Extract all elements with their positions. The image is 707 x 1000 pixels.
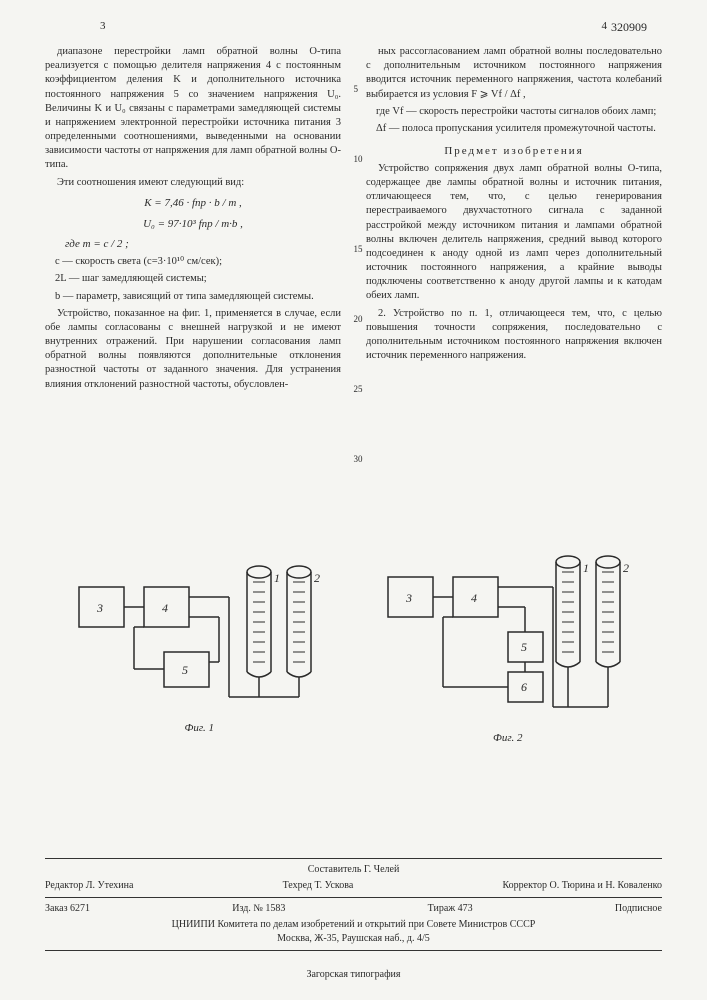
paragraph: 2. Устройство по п. 1, отличающееся тем,… <box>366 307 662 364</box>
fig2-label-1: 1 <box>583 561 589 575</box>
footer-tirage: Тираж 473 <box>428 902 473 916</box>
formula: где m = c / 2 ; <box>45 237 341 252</box>
paragraph: Эти соотношения имеют следующий вид: <box>45 176 341 190</box>
fig1-label-4: 4 <box>162 601 168 615</box>
footer-sub: Подписное <box>615 902 662 916</box>
column-left: диапазоне перестройки ламп обратной волн… <box>45 45 341 395</box>
definition: 2L — шаг замедляющей системы; <box>45 272 341 286</box>
fig2-label-4: 4 <box>471 591 477 605</box>
definition: c — скорость света (c=3·10¹⁰ см/сек); <box>45 255 341 269</box>
formula: U₀ = 97·10³ fпр / m·b , <box>45 217 341 232</box>
fig2-label-2: 2 <box>623 561 629 575</box>
formula: K = 7,46 · fпр · b / m , <box>45 196 341 211</box>
paragraph: диапазоне перестройки ламп обратной волн… <box>45 45 341 173</box>
figure-1-svg: 3 4 5 1 2 <box>69 547 329 717</box>
paragraph: Устройство сопряжения двух ламп обратной… <box>366 162 662 304</box>
figure-1-caption: Фиг. 1 <box>185 722 215 734</box>
fig2-label-6: 6 <box>521 680 527 694</box>
figure-2-svg: 3 4 5 6 1 2 <box>378 537 638 727</box>
column-right: ных рассогласованием ламп обратной волны… <box>366 45 662 395</box>
footer-print: Загорская типография <box>0 969 707 980</box>
page-num-right: 4 <box>602 20 608 32</box>
footer-addr: Москва, Ж-35, Раушская наб., д. 4/5 <box>45 932 662 946</box>
footer: Составитель Г. Челей Редактор Л. Утехина… <box>45 854 662 955</box>
figure-1: 3 4 5 1 2 Фиг. 1 <box>69 547 329 734</box>
line-num: 30 <box>354 455 363 464</box>
figure-2: 3 4 5 6 1 2 Фиг. 2 <box>378 537 638 744</box>
page-num-left: 3 <box>100 20 106 32</box>
footer-corrector: Корректор О. Тюрина и Н. Коваленко <box>502 879 662 893</box>
footer-editor: Редактор Л. Утехина <box>45 879 133 893</box>
paragraph: Устройство, показанное на фиг. 1, примен… <box>45 307 341 392</box>
fig2-label-5: 5 <box>521 640 527 654</box>
definition: где Vf — скорость перестройки частоты си… <box>366 105 662 119</box>
footer-order: Заказ 6271 <box>45 902 90 916</box>
footer-compiler: Составитель Г. Челей <box>45 863 662 877</box>
text-columns: диапазоне перестройки ламп обратной волн… <box>45 45 662 395</box>
figures-row: 3 4 5 1 2 Фиг. 1 <box>45 510 662 770</box>
footer-org: ЦНИИПИ Комитета по делам изобретений и о… <box>45 918 662 932</box>
figure-2-caption: Фиг. 2 <box>493 732 523 744</box>
patent-number: 320909 <box>611 20 647 35</box>
section-title: Предмет изобретения <box>366 144 662 159</box>
fig2-label-3: 3 <box>405 591 412 605</box>
fig1-label-3: 3 <box>96 601 103 615</box>
footer-techred: Техред Т. Ускова <box>283 879 354 893</box>
paragraph: ных рассогласованием ламп обратной волны… <box>366 45 662 102</box>
fig1-label-1: 1 <box>274 571 280 585</box>
fig1-label-2: 2 <box>314 571 320 585</box>
fig1-label-5: 5 <box>182 663 188 677</box>
definition: b — параметр, зависящий от типа замедляю… <box>45 290 341 304</box>
definition: Δf — полоса пропускания усилителя промеж… <box>366 122 662 136</box>
footer-izd: Изд. № 1583 <box>232 902 285 916</box>
